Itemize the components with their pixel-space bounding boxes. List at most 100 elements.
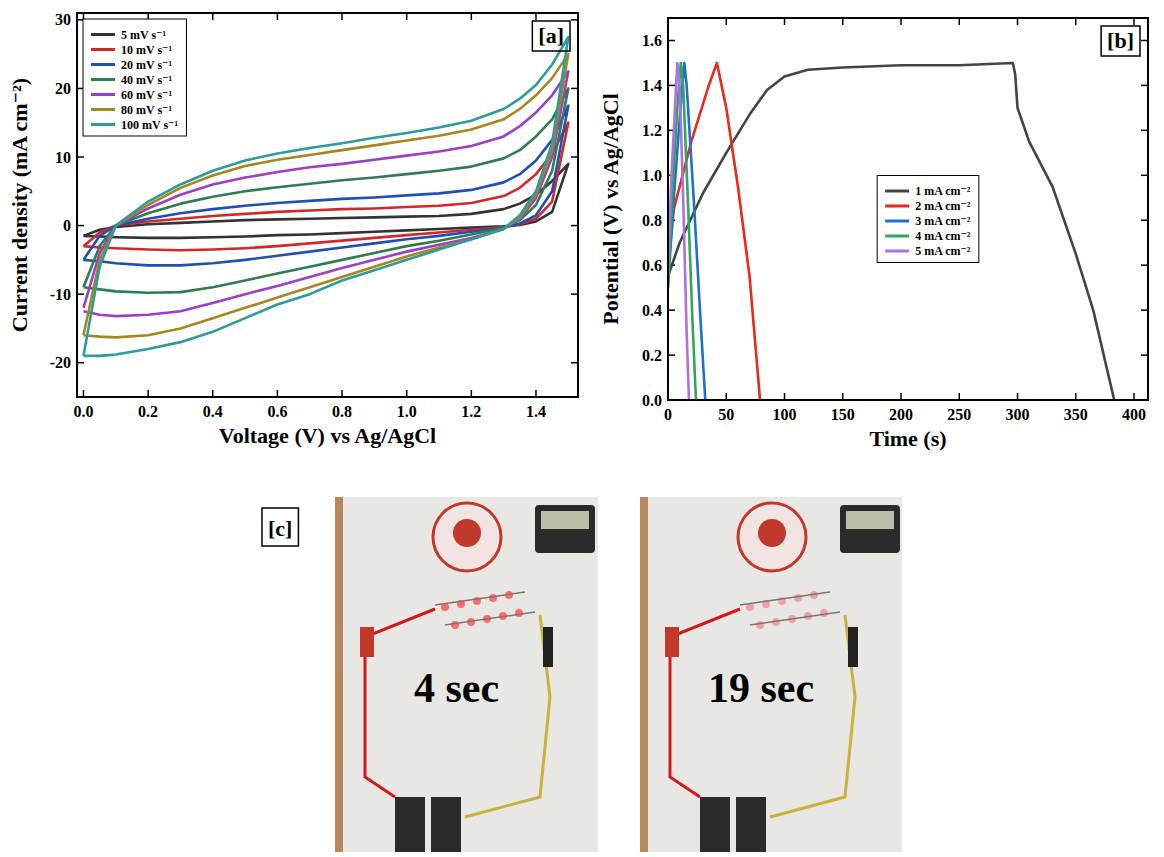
- y-tick: [571, 88, 578, 90]
- legend-label: 5 mV s⁻¹: [121, 28, 166, 42]
- x-tick: [1017, 18, 1019, 25]
- x-tick-label: 1.4: [526, 403, 546, 420]
- led-wire: [435, 592, 525, 605]
- series-line: [668, 63, 1114, 400]
- electrode: [395, 797, 425, 852]
- y-tick: [571, 293, 578, 295]
- y-axis-title: Current density (mA cm⁻²): [7, 78, 32, 332]
- x-tick-label: 300: [1006, 406, 1030, 423]
- x-tick-label: 250: [947, 406, 971, 423]
- legend-label: 20 mV s⁻¹: [121, 58, 172, 72]
- y-tick: [668, 40, 675, 42]
- x-tick: [535, 13, 537, 20]
- legend-label: 1 mA cm⁻²: [915, 184, 971, 198]
- y-tick: [77, 225, 84, 227]
- legend-swatch: [91, 78, 115, 81]
- table-edge: [640, 497, 648, 852]
- x-tick-label: 0.8: [332, 403, 352, 420]
- legend-swatch: [885, 205, 909, 208]
- plot-frame: [668, 18, 1148, 400]
- x-tick-label: 0.4: [203, 403, 223, 420]
- x-tick-label: 350: [1064, 406, 1088, 423]
- x-tick: [341, 13, 343, 20]
- x-tick: [784, 393, 786, 400]
- black-clip: [543, 627, 553, 667]
- photo-background: [335, 497, 598, 852]
- legend-swatch: [91, 48, 115, 51]
- y-tick-label: 1.4: [642, 77, 662, 94]
- x-tick-label: 1.2: [461, 403, 481, 420]
- x-tick: [277, 390, 279, 397]
- legend-label: 80 mV s⁻¹: [121, 103, 172, 117]
- y-tick-label: 20: [55, 80, 71, 97]
- x-tick-label: 0.0: [73, 403, 93, 420]
- series-line: [83, 54, 568, 337]
- x-axis-title: Voltage (V) vs Ag/AgCl: [219, 423, 436, 448]
- yellow-wire: [465, 615, 550, 817]
- legend-swatch: [91, 33, 115, 36]
- legend-box: [83, 19, 186, 136]
- x-tick: [842, 18, 844, 25]
- y-tick-label: 1.0: [642, 167, 662, 184]
- x-tick: [212, 390, 214, 397]
- electrode: [700, 797, 730, 852]
- series-line: [668, 63, 689, 400]
- y-axis-title: Potential (V) vs Ag/AgCl: [598, 93, 623, 325]
- x-tick: [277, 13, 279, 20]
- timer-screen: [846, 511, 894, 529]
- series-line: [83, 88, 568, 292]
- panel-label: [c]: [268, 516, 292, 541]
- led: [489, 594, 497, 602]
- electrode: [431, 797, 461, 852]
- panel-label: [a]: [538, 23, 564, 48]
- led-wire: [445, 612, 535, 625]
- y-tick: [77, 362, 84, 364]
- x-tick-label: 1.0: [397, 403, 417, 420]
- y-tick-label: 0.2: [642, 347, 662, 364]
- legend-label: 100 mV s⁻¹: [121, 118, 178, 132]
- series-line: [668, 63, 696, 400]
- y-tick: [1141, 130, 1148, 132]
- legend-box: [877, 176, 979, 263]
- series-line: [83, 106, 568, 266]
- legend-label: 5 mA cm⁻²: [915, 244, 971, 258]
- x-tick-label: 200: [889, 406, 913, 423]
- y-tick: [1141, 85, 1148, 87]
- y-tick: [668, 309, 675, 311]
- x-tick: [406, 390, 408, 397]
- legend: 5 mV s⁻¹10 mV s⁻¹20 mV s⁻¹40 mV s⁻¹60 mV…: [83, 19, 186, 136]
- y-tick: [571, 19, 578, 21]
- y-tick-label: 1.2: [642, 122, 662, 139]
- x-tick-label: 50: [718, 406, 734, 423]
- x-tick-label: 400: [1122, 406, 1146, 423]
- x-tick: [1075, 393, 1077, 400]
- x-tick: [535, 390, 537, 397]
- panel-label-box: [1101, 26, 1140, 56]
- y-tick: [1141, 219, 1148, 221]
- red-clip: [665, 627, 679, 657]
- y-tick-label: -10: [50, 286, 71, 303]
- photo: 4 sec: [335, 497, 598, 852]
- x-tick-label: 0.2: [138, 403, 158, 420]
- legend: 1 mA cm⁻²2 mA cm⁻²3 mA cm⁻²4 mA cm⁻²5 mA…: [877, 176, 979, 263]
- x-tick-label: 0: [664, 406, 672, 423]
- logo-mark: [453, 519, 481, 547]
- legend-label: 4 mA cm⁻²: [915, 229, 971, 243]
- logo-mark: [758, 519, 786, 547]
- x-tick-label: 150: [831, 406, 855, 423]
- legend-label: 10 mV s⁻¹: [121, 43, 172, 57]
- x-tick: [959, 393, 961, 400]
- legend-label: 3 mA cm⁻²: [915, 214, 971, 228]
- y-tick-label: 0.4: [642, 302, 662, 319]
- y-tick: [1141, 354, 1148, 356]
- led-wire: [740, 592, 830, 605]
- photo-caption: 4 sec: [414, 665, 499, 711]
- series-line: [83, 37, 568, 356]
- legend-swatch: [885, 235, 909, 238]
- legend-swatch: [885, 250, 909, 253]
- x-tick: [959, 18, 961, 25]
- yellow-wire: [770, 615, 855, 817]
- x-tick: [212, 13, 214, 20]
- y-tick: [1141, 175, 1148, 177]
- series-line: [83, 71, 568, 316]
